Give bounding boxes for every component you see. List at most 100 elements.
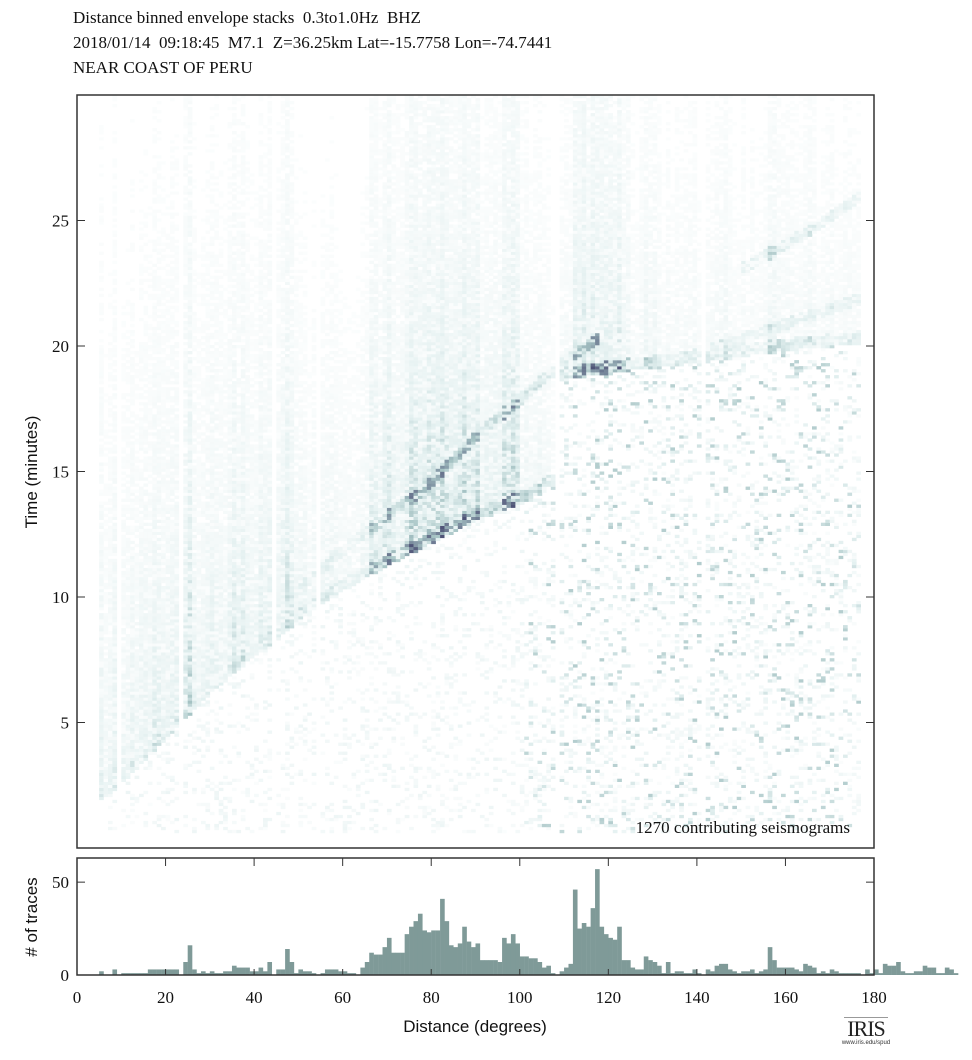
- heatmap-cell: [174, 682, 179, 685]
- heatmap-cell: [236, 640, 241, 643]
- heatmap-cell: [232, 520, 237, 523]
- heatmap-cell: [104, 547, 109, 550]
- heatmap-cell: [152, 580, 157, 583]
- heatmap-cell: [108, 703, 113, 706]
- heatmap-cell: [210, 676, 215, 679]
- heatmap-cell: [104, 673, 109, 676]
- heatmap-cell: [250, 191, 255, 194]
- heatmap-cell: [170, 800, 175, 803]
- heatmap-cell: [236, 478, 241, 481]
- heatmap-cell: [197, 541, 202, 544]
- heatmap-cell: [130, 399, 135, 402]
- heatmap-cell: [201, 514, 206, 517]
- heatmap-cell: [201, 532, 206, 535]
- heatmap-cell: [219, 456, 224, 459]
- heatmap-cell: [170, 550, 175, 553]
- heatmap-cell: [174, 438, 179, 441]
- heatmap-cell: [139, 188, 144, 191]
- heatmap-cell: [139, 469, 144, 472]
- heatmap-cell: [241, 261, 246, 264]
- heatmap-cell: [188, 628, 193, 631]
- heatmap-cell: [228, 363, 233, 366]
- heatmap-cell: [112, 206, 117, 209]
- heatmap-cell: [201, 613, 206, 616]
- heatmap-cell: [201, 324, 206, 327]
- heatmap-cell: [250, 589, 255, 592]
- heatmap-cell: [174, 276, 179, 279]
- heatmap-cell: [188, 219, 193, 222]
- heatmap-cell: [219, 664, 224, 667]
- heatmap-cell: [228, 496, 233, 499]
- heatmap-cell: [126, 601, 131, 604]
- heatmap-cell: [214, 610, 219, 613]
- heatmap-cell: [130, 228, 135, 231]
- heatmap-cell: [152, 405, 157, 408]
- heatmap-cell: [232, 98, 237, 101]
- heatmap-cell: [228, 441, 233, 444]
- heatmap-cell: [139, 550, 144, 553]
- heatmap-cell: [241, 604, 246, 607]
- heatmap-cell: [139, 676, 144, 679]
- heatmap-cell: [201, 297, 206, 300]
- heatmap-cell: [228, 200, 233, 203]
- heatmap-cell: [214, 649, 219, 652]
- heatmap-cell: [161, 339, 166, 342]
- heatmap-cell: [188, 661, 193, 664]
- heatmap-cell: [166, 815, 171, 818]
- heatmap-cell: [192, 137, 197, 140]
- heatmap-cell: [121, 728, 126, 731]
- heatmap-cell: [135, 511, 140, 514]
- heatmap-cell: [166, 788, 171, 791]
- heatmap-cell: [174, 366, 179, 369]
- heatmap-cell: [152, 318, 157, 321]
- heatmap-cell: [232, 607, 237, 610]
- heatmap-cell: [250, 646, 255, 649]
- heatmap-cell: [108, 333, 113, 336]
- heatmap-cell: [210, 788, 215, 791]
- heatmap-cell: [170, 213, 175, 216]
- heatmap-cell: [108, 517, 113, 520]
- heatmap-cell: [228, 303, 233, 306]
- heatmap-cell: [161, 526, 166, 529]
- heatmap-cell: [99, 694, 104, 697]
- heatmap-cell: [219, 610, 224, 613]
- heatmap-cell: [232, 478, 237, 481]
- heatmap-cell: [210, 294, 215, 297]
- heatmap-cell: [143, 333, 148, 336]
- heatmap-cell: [245, 475, 250, 478]
- heatmap-cell: [161, 571, 166, 574]
- heatmap-cell: [157, 381, 162, 384]
- heatmap-cell: [143, 682, 148, 685]
- heatmap-cell: [210, 396, 215, 399]
- heatmap-cell: [157, 261, 162, 264]
- heatmap-cell: [197, 697, 202, 700]
- heatmap-cell: [219, 550, 224, 553]
- heatmap-cell: [143, 357, 148, 360]
- heatmap-cell: [152, 679, 157, 682]
- heatmap-cell: [112, 423, 117, 426]
- heatmap-cell: [236, 604, 241, 607]
- heatmap-cell: [157, 387, 162, 390]
- heatmap-cell: [205, 219, 210, 222]
- heatmap-cell: [219, 429, 224, 432]
- heatmap-cell: [143, 420, 148, 423]
- heatmap-cell: [192, 791, 197, 794]
- heatmap-cell: [99, 408, 104, 411]
- heatmap-cell: [170, 541, 175, 544]
- heatmap-cell: [99, 794, 104, 797]
- heatmap-cell: [157, 532, 162, 535]
- heatmap-cell: [161, 200, 166, 203]
- heatmap-cell: [152, 312, 157, 315]
- heatmap-cell: [170, 246, 175, 249]
- heatmap-cell: [126, 496, 131, 499]
- heatmap-cell: [241, 113, 246, 116]
- heatmap-cell: [170, 300, 175, 303]
- heatmap-cell: [188, 559, 193, 562]
- heatmap-cell: [219, 414, 224, 417]
- heatmap-cell: [232, 429, 237, 432]
- heatmap-cell: [152, 595, 157, 598]
- heatmap-cell: [170, 444, 175, 447]
- heatmap-cell: [183, 243, 188, 246]
- heatmap-cell: [126, 487, 131, 490]
- heatmap-cell: [157, 173, 162, 176]
